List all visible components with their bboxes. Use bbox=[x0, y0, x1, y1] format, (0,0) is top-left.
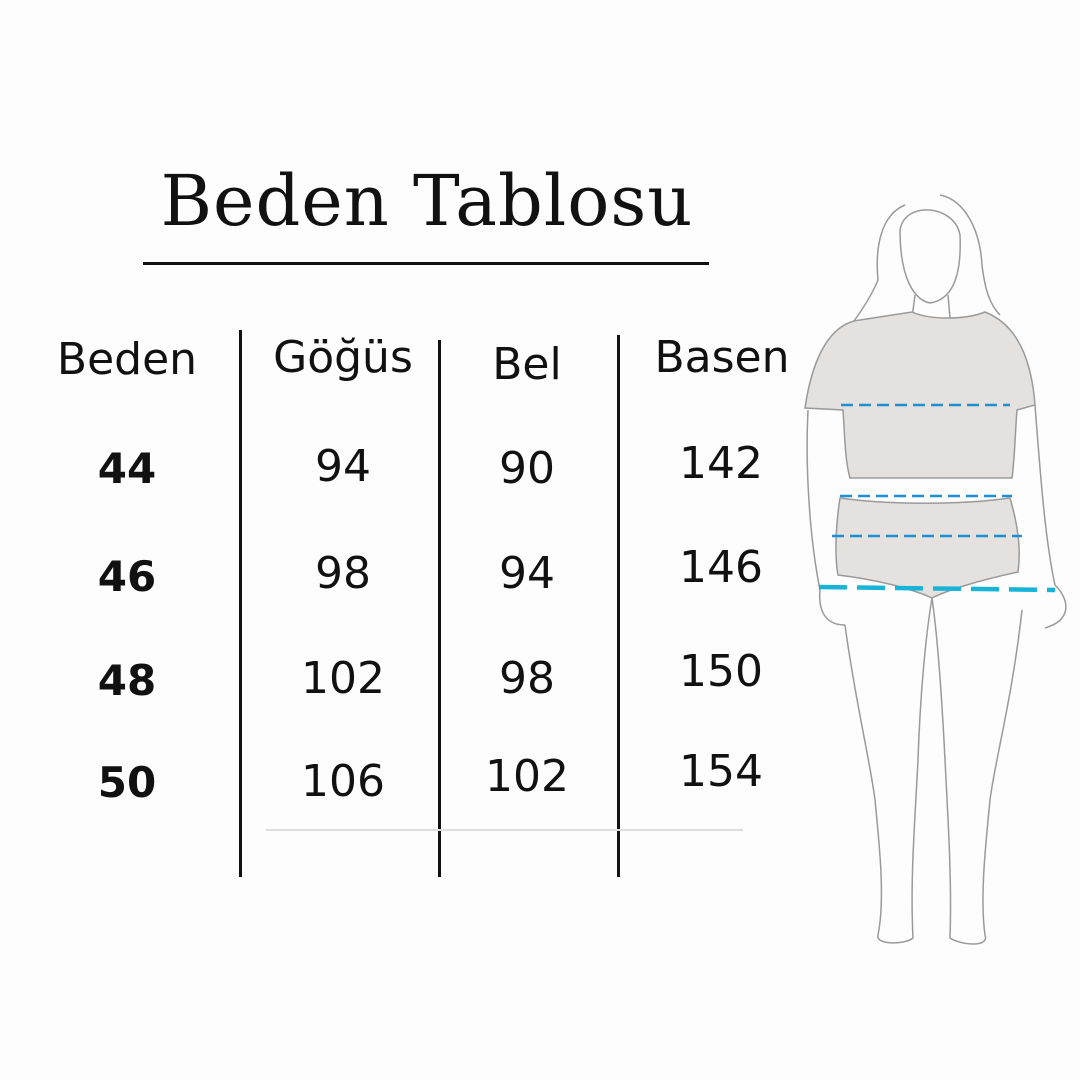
basen-cell: 154 bbox=[679, 746, 763, 797]
header-basen: Basen bbox=[654, 332, 790, 383]
bel-cell: 90 bbox=[499, 443, 555, 494]
column-divider bbox=[617, 335, 620, 877]
header-gogus: Göğüs bbox=[273, 332, 413, 383]
right-arm bbox=[1034, 404, 1067, 629]
bel-cell: 102 bbox=[485, 751, 569, 802]
gogus-cell: 98 bbox=[315, 548, 371, 599]
gogus-cell: 106 bbox=[301, 756, 385, 807]
column-divider bbox=[239, 330, 242, 877]
right-leg bbox=[931, 597, 1023, 945]
gogus-cell: 102 bbox=[301, 653, 385, 704]
left-arm bbox=[806, 409, 846, 626]
hip-measure-line bbox=[818, 584, 1056, 593]
shirt bbox=[804, 311, 1036, 479]
basen-cell: 146 bbox=[679, 542, 763, 593]
title-underline bbox=[143, 262, 709, 265]
bel-cell: 94 bbox=[499, 548, 555, 599]
bel-cell: 98 bbox=[499, 653, 555, 704]
size-cell: 44 bbox=[97, 444, 157, 493]
gogus-cell: 94 bbox=[315, 441, 371, 492]
briefs bbox=[835, 497, 1020, 599]
table-bottom-rule bbox=[266, 829, 743, 831]
header-bel: Bel bbox=[492, 339, 562, 390]
basen-cell: 142 bbox=[679, 438, 763, 489]
size-cell: 50 bbox=[97, 758, 157, 807]
basen-cell: 150 bbox=[679, 646, 763, 697]
face-outline bbox=[899, 209, 961, 304]
header-beden: Beden bbox=[56, 334, 198, 385]
column-divider bbox=[438, 340, 441, 877]
page-title: Beden Tablosu bbox=[160, 160, 694, 242]
left-leg bbox=[844, 597, 933, 944]
size-cell: 48 bbox=[97, 656, 157, 705]
size-cell: 46 bbox=[97, 552, 157, 601]
